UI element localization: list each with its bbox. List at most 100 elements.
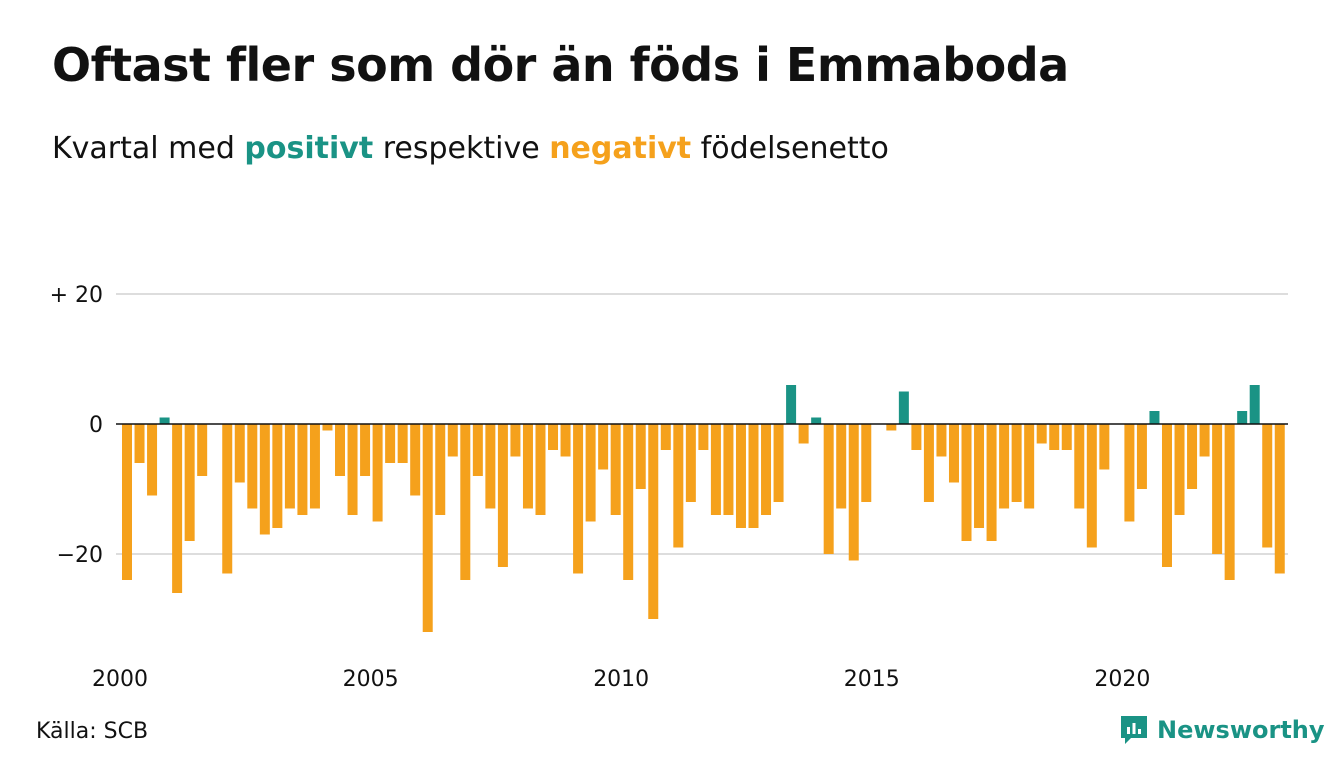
bar	[1199, 424, 1210, 457]
bar	[1212, 424, 1223, 554]
bar	[472, 424, 483, 476]
x-tick-label: 2010	[593, 667, 649, 692]
bar	[1086, 424, 1097, 548]
bar	[360, 424, 371, 476]
bar	[660, 424, 671, 450]
bar	[1149, 411, 1160, 424]
bar	[259, 424, 270, 535]
bar	[786, 385, 797, 424]
bar	[623, 424, 634, 580]
bar	[410, 424, 421, 496]
bar	[685, 424, 696, 502]
bar	[1161, 424, 1172, 567]
bar	[272, 424, 283, 528]
bar	[297, 424, 308, 515]
bar	[147, 424, 158, 496]
x-tick-label: 2015	[844, 667, 900, 692]
bar	[673, 424, 684, 548]
brand-name: Newsworthy	[1157, 716, 1325, 744]
bar	[598, 424, 609, 470]
bar	[1049, 424, 1060, 450]
bar	[961, 424, 972, 541]
newsworthy-logo-icon	[1121, 716, 1147, 744]
bar	[635, 424, 646, 489]
bar	[460, 424, 471, 580]
bar	[1011, 424, 1022, 502]
bar	[309, 424, 320, 509]
bar	[1274, 424, 1285, 574]
bar	[322, 424, 333, 431]
bar	[823, 424, 834, 554]
bar	[510, 424, 521, 457]
subtitle-negative: negativt	[549, 131, 692, 166]
bar	[848, 424, 859, 561]
bar	[1249, 385, 1260, 424]
bar	[522, 424, 533, 509]
brand-logo: Newsworthy	[1119, 714, 1325, 746]
bar	[974, 424, 985, 528]
bar	[898, 391, 909, 424]
bar	[197, 424, 208, 476]
bar	[1124, 424, 1135, 522]
bar	[986, 424, 997, 541]
bar	[435, 424, 446, 515]
x-tick-label: 2000	[92, 667, 148, 692]
bar	[723, 424, 734, 515]
bar	[172, 424, 183, 593]
bar	[1262, 424, 1273, 548]
bar	[560, 424, 571, 457]
bar	[485, 424, 496, 509]
bar	[773, 424, 784, 502]
bar	[372, 424, 383, 522]
bar	[648, 424, 659, 619]
bar	[999, 424, 1010, 509]
x-tick-label: 2005	[343, 667, 399, 692]
bar	[347, 424, 358, 515]
subtitle-middle: respektive	[373, 131, 550, 166]
bar	[748, 424, 759, 528]
bar	[886, 424, 897, 431]
bar	[1136, 424, 1147, 489]
x-tick-label: 2020	[1094, 667, 1150, 692]
bar	[134, 424, 145, 463]
bar	[811, 417, 822, 424]
bar	[948, 424, 959, 483]
bar	[936, 424, 947, 457]
bar	[861, 424, 872, 502]
bar	[497, 424, 508, 567]
bar	[836, 424, 847, 509]
bar	[447, 424, 458, 457]
bar	[284, 424, 295, 509]
bar	[710, 424, 721, 515]
bar	[735, 424, 746, 528]
bar	[385, 424, 396, 463]
bar	[1036, 424, 1047, 444]
y-tick-label: 0	[89, 413, 103, 438]
bar	[422, 424, 433, 632]
bar	[923, 424, 934, 502]
source-note: Källa: SCB	[36, 719, 149, 744]
bar	[1224, 424, 1235, 580]
subtitle-suffix: födelsenetto	[691, 131, 889, 166]
bar	[761, 424, 772, 515]
bar	[122, 424, 132, 580]
bar	[1061, 424, 1072, 450]
bar	[1237, 411, 1248, 424]
bar	[1174, 424, 1185, 515]
bar	[548, 424, 559, 450]
bar	[397, 424, 408, 463]
bar	[1187, 424, 1198, 489]
bar	[535, 424, 546, 515]
chart-subtitle: Kvartal med positivt respektive negativt…	[52, 131, 889, 166]
bar	[610, 424, 621, 515]
chart-title: Oftast fler som dör än föds i Emmaboda	[52, 38, 1069, 92]
bar	[1024, 424, 1035, 509]
bar	[247, 424, 258, 509]
subtitle-positive: positivt	[244, 131, 374, 166]
bar	[911, 424, 922, 450]
bar	[698, 424, 709, 450]
bar	[159, 417, 170, 424]
y-tick-label: + 20	[50, 283, 103, 308]
bar	[335, 424, 346, 476]
bar	[798, 424, 809, 444]
